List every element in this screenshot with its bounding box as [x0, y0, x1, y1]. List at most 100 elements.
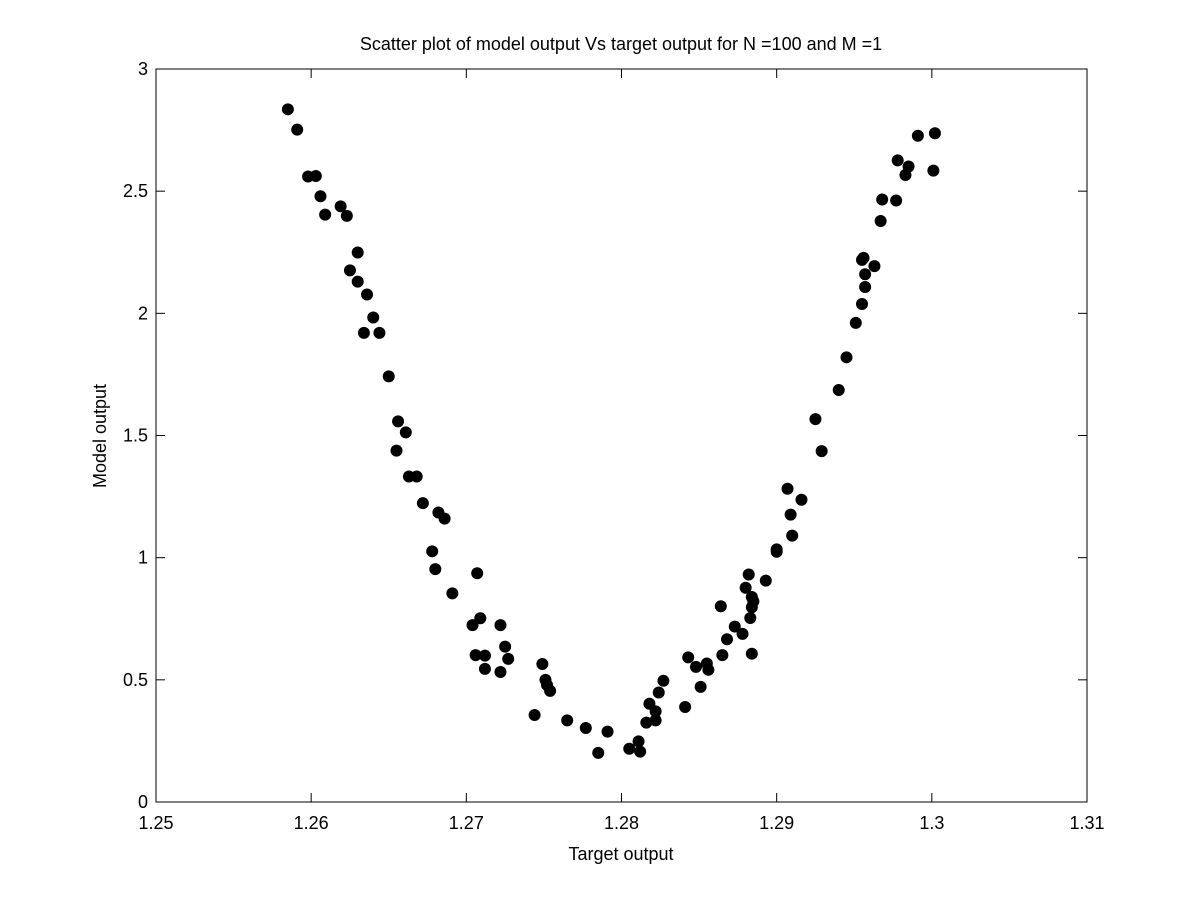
data-point: [390, 444, 403, 457]
data-point: [314, 190, 327, 203]
data-point: [911, 129, 924, 142]
data-point: [759, 574, 772, 587]
x-tick-label: 1.27: [449, 813, 484, 833]
data-point: [747, 595, 760, 608]
data-point: [809, 413, 822, 426]
data-point: [745, 647, 758, 660]
data-point: [502, 652, 515, 665]
data-point: [868, 260, 881, 273]
data-point: [657, 674, 670, 687]
data-point: [928, 127, 941, 140]
data-point: [632, 735, 645, 748]
data-point: [466, 619, 479, 632]
data-point: [478, 649, 491, 662]
data-point: [499, 640, 512, 653]
data-point: [544, 684, 557, 697]
data-point: [689, 660, 702, 673]
data-point: [392, 415, 405, 428]
data-point: [536, 657, 549, 670]
x-tick-label: 1.3: [919, 813, 944, 833]
y-tick-label: 3: [138, 59, 148, 79]
data-point: [528, 709, 541, 722]
data-point: [876, 193, 889, 206]
data-point: [744, 612, 757, 625]
x-axis-label: Target output: [568, 844, 673, 864]
data-point: [367, 311, 380, 324]
data-point: [351, 246, 364, 259]
data-point: [781, 482, 794, 495]
data-point: [351, 275, 364, 288]
data-point: [856, 298, 869, 311]
y-tick-label: 0: [138, 792, 148, 812]
data-point: [438, 512, 451, 525]
data-point: [649, 705, 662, 718]
data-point: [640, 716, 653, 729]
data-point: [890, 194, 903, 207]
y-tick-label: 1.5: [123, 426, 148, 446]
x-tick-label: 1.25: [138, 813, 173, 833]
data-point: [902, 160, 915, 173]
data-point: [857, 251, 870, 264]
data-point: [561, 714, 574, 727]
data-point: [739, 581, 752, 594]
data-point: [832, 384, 845, 397]
x-tick-label: 1.26: [294, 813, 329, 833]
y-tick-label: 2.5: [123, 181, 148, 201]
data-point: [652, 686, 665, 699]
data-point: [494, 666, 507, 679]
data-point: [795, 493, 808, 506]
y-tick-label: 2: [138, 303, 148, 323]
data-point: [416, 497, 429, 510]
data-point: [357, 326, 370, 339]
x-tick-label: 1.31: [1069, 813, 1104, 833]
data-point: [736, 627, 749, 640]
data-point: [494, 619, 507, 632]
data-point: [679, 700, 692, 713]
chart-title: Scatter plot of model output Vs target o…: [360, 34, 882, 54]
x-axis: 1.25 1.26 1.27 1.28 1.29 1.3 1.31: [138, 69, 1105, 833]
data-point: [891, 154, 904, 167]
data-point: [343, 264, 356, 277]
y-axis-label: Model output: [90, 384, 110, 488]
data-point: [592, 746, 605, 759]
data-point: [291, 123, 304, 136]
data-point: [859, 268, 872, 281]
data-point: [682, 651, 695, 664]
data-point: [361, 288, 374, 301]
y-tick-label: 0.5: [123, 670, 148, 690]
data-point: [373, 326, 386, 339]
data-point: [716, 649, 729, 662]
data-point: [623, 742, 636, 755]
data-point: [770, 543, 783, 556]
data-point: [399, 426, 412, 439]
data-point: [478, 662, 491, 675]
data-point: [281, 103, 294, 116]
data-point: [927, 164, 940, 177]
data-point: [382, 370, 395, 383]
data-points: [281, 103, 941, 759]
data-point: [702, 663, 715, 676]
x-tick-label: 1.28: [604, 813, 639, 833]
plot-frame: [155, 68, 1088, 803]
data-point: [446, 587, 459, 600]
data-point: [649, 714, 662, 727]
data-point: [309, 170, 322, 183]
data-point: [728, 620, 741, 633]
data-point: [319, 208, 332, 221]
y-tick-label: 1: [138, 548, 148, 568]
data-point: [474, 612, 487, 625]
data-point: [784, 508, 797, 521]
data-point: [334, 200, 347, 213]
data-point: [859, 280, 872, 293]
data-point: [471, 567, 484, 580]
data-point: [694, 680, 707, 693]
data-point: [786, 529, 799, 542]
data-point: [721, 633, 734, 646]
data-point: [601, 725, 614, 738]
data-point: [429, 563, 442, 576]
data-point: [469, 649, 482, 662]
data-point: [410, 470, 423, 483]
x-tick-label: 1.29: [759, 813, 794, 833]
